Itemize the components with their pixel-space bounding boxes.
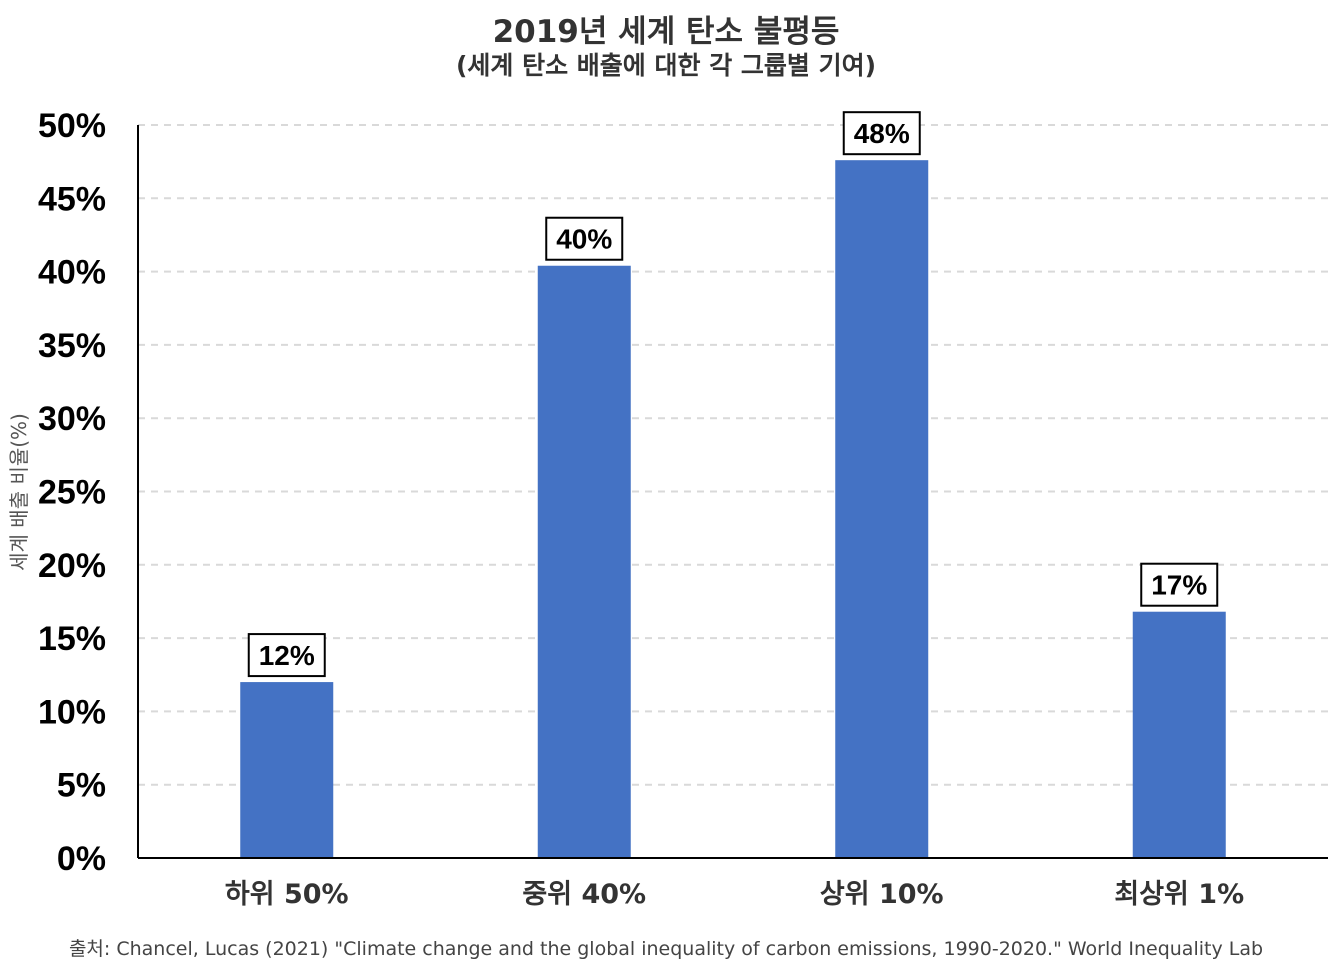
y-tick-label: 0% [57,840,106,878]
y-tick-label: 35% [38,327,106,365]
bar [537,265,631,859]
source-note: 출처: Chancel, Lucas (2021) "Climate chang… [68,938,1264,960]
data-labels: 12% 40% 48% 17% [247,111,1219,678]
x-tick-label: 중위 40% [522,879,646,910]
y-tick-label: 30% [38,400,106,438]
bar [835,160,929,858]
data-label: 48% [854,118,910,149]
data-label: 17% [1151,570,1207,601]
y-tick-label: 40% [38,254,106,292]
y-axis-ticks: 0% 5% 10% 15% 20% 25% 30% 35% 40% 45% 50% [38,107,106,878]
data-label-box [842,111,921,156]
y-tick-label: 50% [38,107,106,145]
y-tick-label: 15% [38,620,106,658]
bar-chart: 12% 40% 48% 17% 0% 5% 10% 15% 20% 25% 30% 35% 40% 45… [7,107,1328,910]
x-tick-label: 최상위 1% [1114,879,1244,910]
x-tick-label: 하위 50% [225,879,349,910]
data-label-box [247,633,326,678]
y-tick-label: 5% [57,767,106,805]
x-tick-label: 상위 10% [820,879,944,910]
data-label: 40% [556,224,612,255]
bar [1132,611,1226,858]
y-tick-label: 20% [38,547,106,585]
gridlines [138,124,1328,786]
data-label-box [1140,562,1219,607]
chart-title: 2019년 세계 탄소 불평등 [492,14,840,50]
bars [240,160,1226,859]
y-tick-label: 45% [38,180,106,218]
x-axis-ticks: 하위 50% 중위 40% 상위 10% 최상위 1% [225,879,1244,910]
y-tick-label: 25% [38,474,106,512]
chart-subtitle: (세계 탄소 배출에 대한 각 그룹별 기여) [455,51,877,80]
y-tick-label: 10% [38,693,106,731]
data-label-box [545,216,624,261]
data-label: 12% [259,640,315,671]
y-axis-label: 세계 배출 비율(%) [7,413,31,571]
bar [240,682,334,858]
